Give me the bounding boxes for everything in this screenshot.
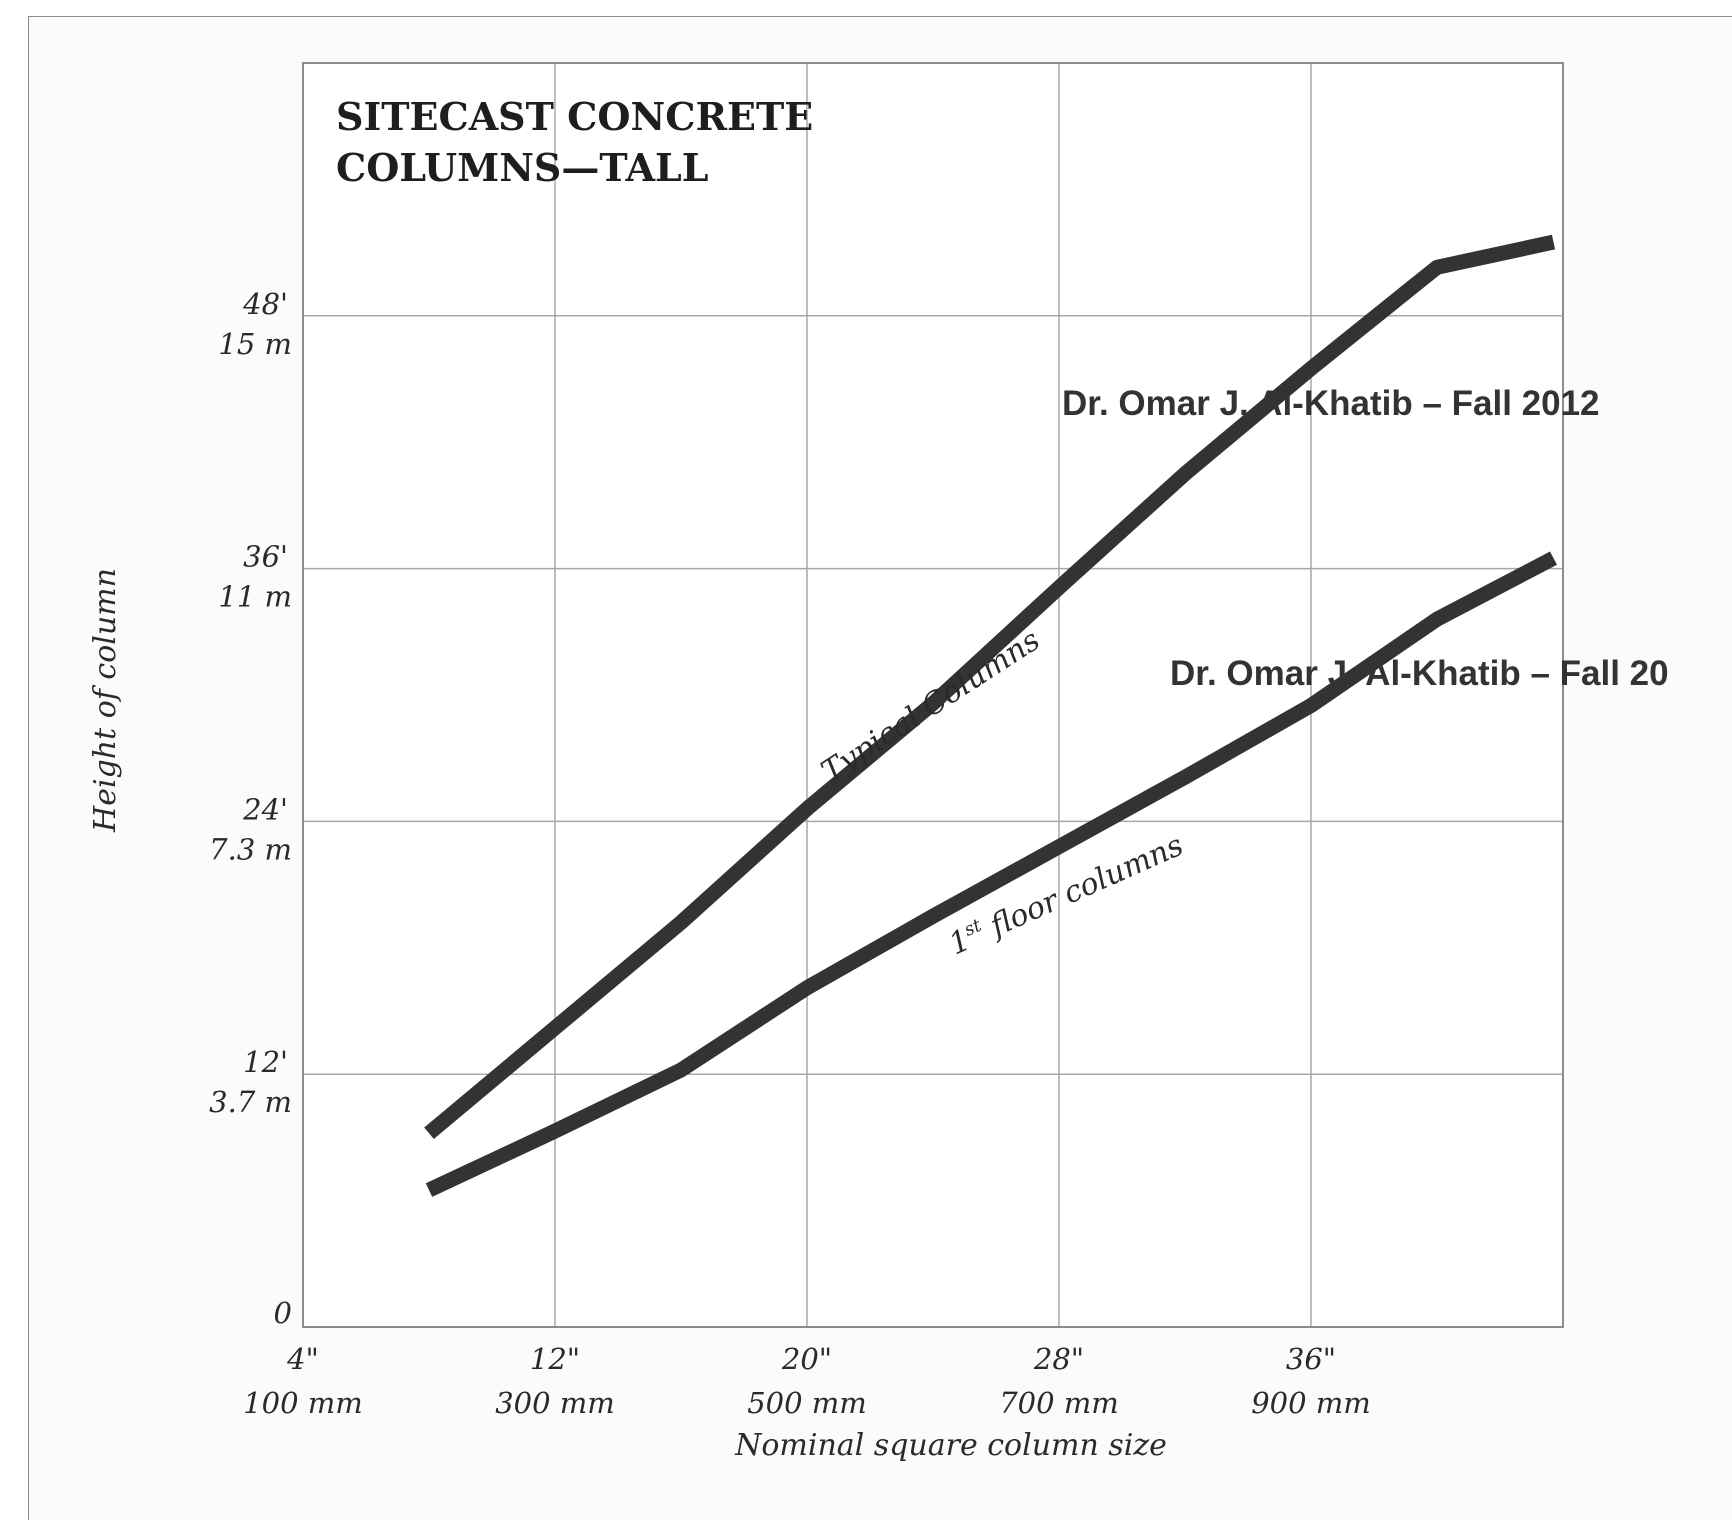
- series-layer: [424, 234, 1557, 1197]
- y-tick-label: 36': [243, 540, 288, 574]
- x-tick-label: 20": [781, 1342, 832, 1376]
- y-tick-sublabel: 15 m: [218, 327, 292, 361]
- x-tick-label: 36": [1286, 1342, 1336, 1376]
- y-tick-sublabel: 7.3 m: [209, 832, 292, 866]
- x-tick-sublabel: 500 mm: [747, 1386, 867, 1420]
- x-axis-label: Nominal square column size: [734, 1428, 1167, 1463]
- chart-title-line-1: SITECAST CONCRETE: [336, 94, 813, 139]
- y-tick-label: 12': [243, 1045, 288, 1079]
- watermark-1: Dr. Omar J. Al-Khatib – Fall 2012: [1062, 384, 1600, 423]
- tick-labels: 4" 100 mm 12" 300 mm 20" 500 mm 28" 700 mm 36" 90…: [209, 287, 1371, 1420]
- x-tick-label: 28": [1033, 1342, 1084, 1376]
- watermark-2: Dr. Omar J. Al-Khatib – Fall 20: [1170, 654, 1669, 693]
- chart-title: SITECAST CONCRETE COLUMNS—TALL: [336, 94, 813, 190]
- x-tick-sublabel: 300 mm: [495, 1386, 615, 1420]
- chart-title-line-2: COLUMNS—TALL: [336, 145, 709, 190]
- x-tick-sublabel: 900 mm: [1251, 1386, 1371, 1420]
- x-tick-label: 12": [530, 1342, 580, 1376]
- y-tick-label: 0: [274, 1296, 292, 1330]
- x-tick-sublabel: 700 mm: [999, 1386, 1119, 1420]
- series-line-first-floor-columns: [425, 551, 1557, 1197]
- y-tick-label: 24': [242, 792, 288, 826]
- y-tick-label: 48': [242, 287, 288, 321]
- y-axis-label: Height of column: [88, 568, 123, 833]
- series-line-typical-columns: [424, 234, 1556, 1139]
- y-tick-sublabel: 3.7 m: [209, 1085, 292, 1119]
- x-tick-sublabel: 100 mm: [243, 1386, 363, 1420]
- x-tick-label: 4": [286, 1342, 319, 1376]
- y-tick-sublabel: 11 m: [218, 580, 292, 614]
- plot-frame: [302, 62, 1564, 1328]
